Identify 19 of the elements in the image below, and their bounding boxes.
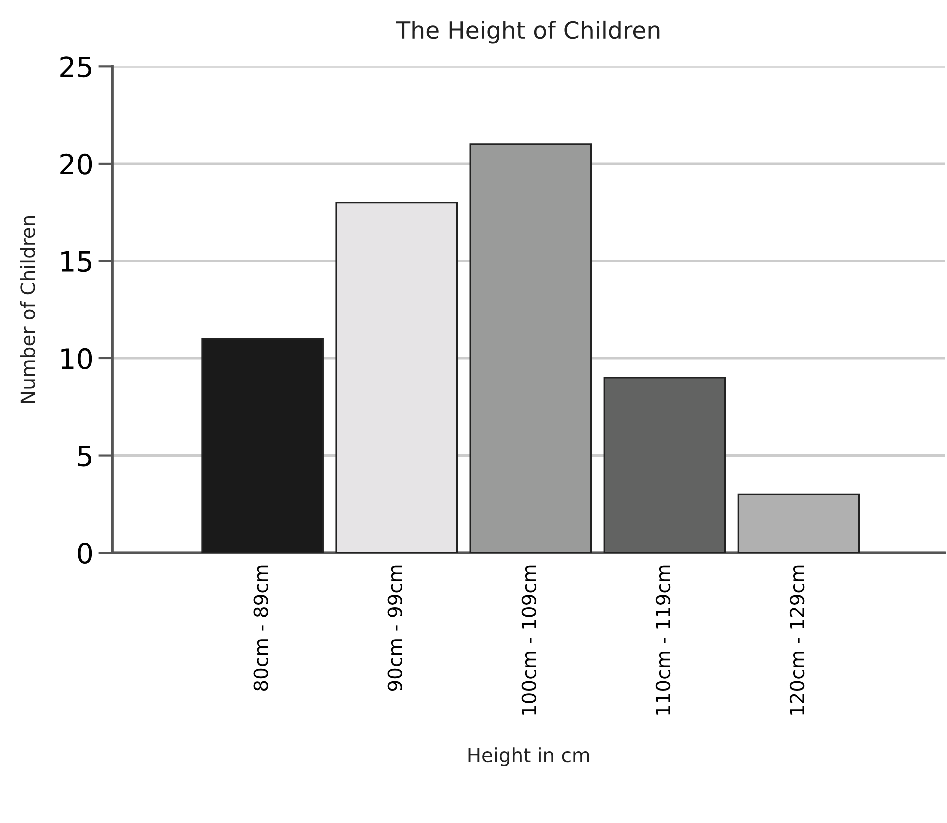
y-tick-label: 25 [60, 56, 92, 78]
x-tick-label: 90cm - 99cm [388, 566, 403, 692]
bar [470, 144, 592, 554]
bar [738, 494, 860, 554]
chart-title: The Height of Children [396, 20, 660, 44]
bar [336, 202, 458, 554]
x-tick-label: 80cm - 89cm [254, 566, 268, 691]
bar [604, 377, 726, 554]
x-axis-title: Height in cm [468, 748, 590, 766]
bar [202, 338, 324, 554]
y-tick-label: 20 [60, 154, 92, 175]
y-tick-label: 0 [78, 542, 92, 564]
y-tick-label: 5 [78, 446, 92, 467]
x-tick-label: 120cm - 129cm [790, 566, 805, 715]
y-tick-label: 15 [62, 252, 92, 272]
x-tick-label: 100cm - 109cm [522, 566, 537, 715]
x-tick-label: 110cm - 119cm [656, 566, 671, 715]
y-axis-title: Number of Children [20, 216, 36, 404]
y-tick-label: 10 [62, 348, 92, 370]
